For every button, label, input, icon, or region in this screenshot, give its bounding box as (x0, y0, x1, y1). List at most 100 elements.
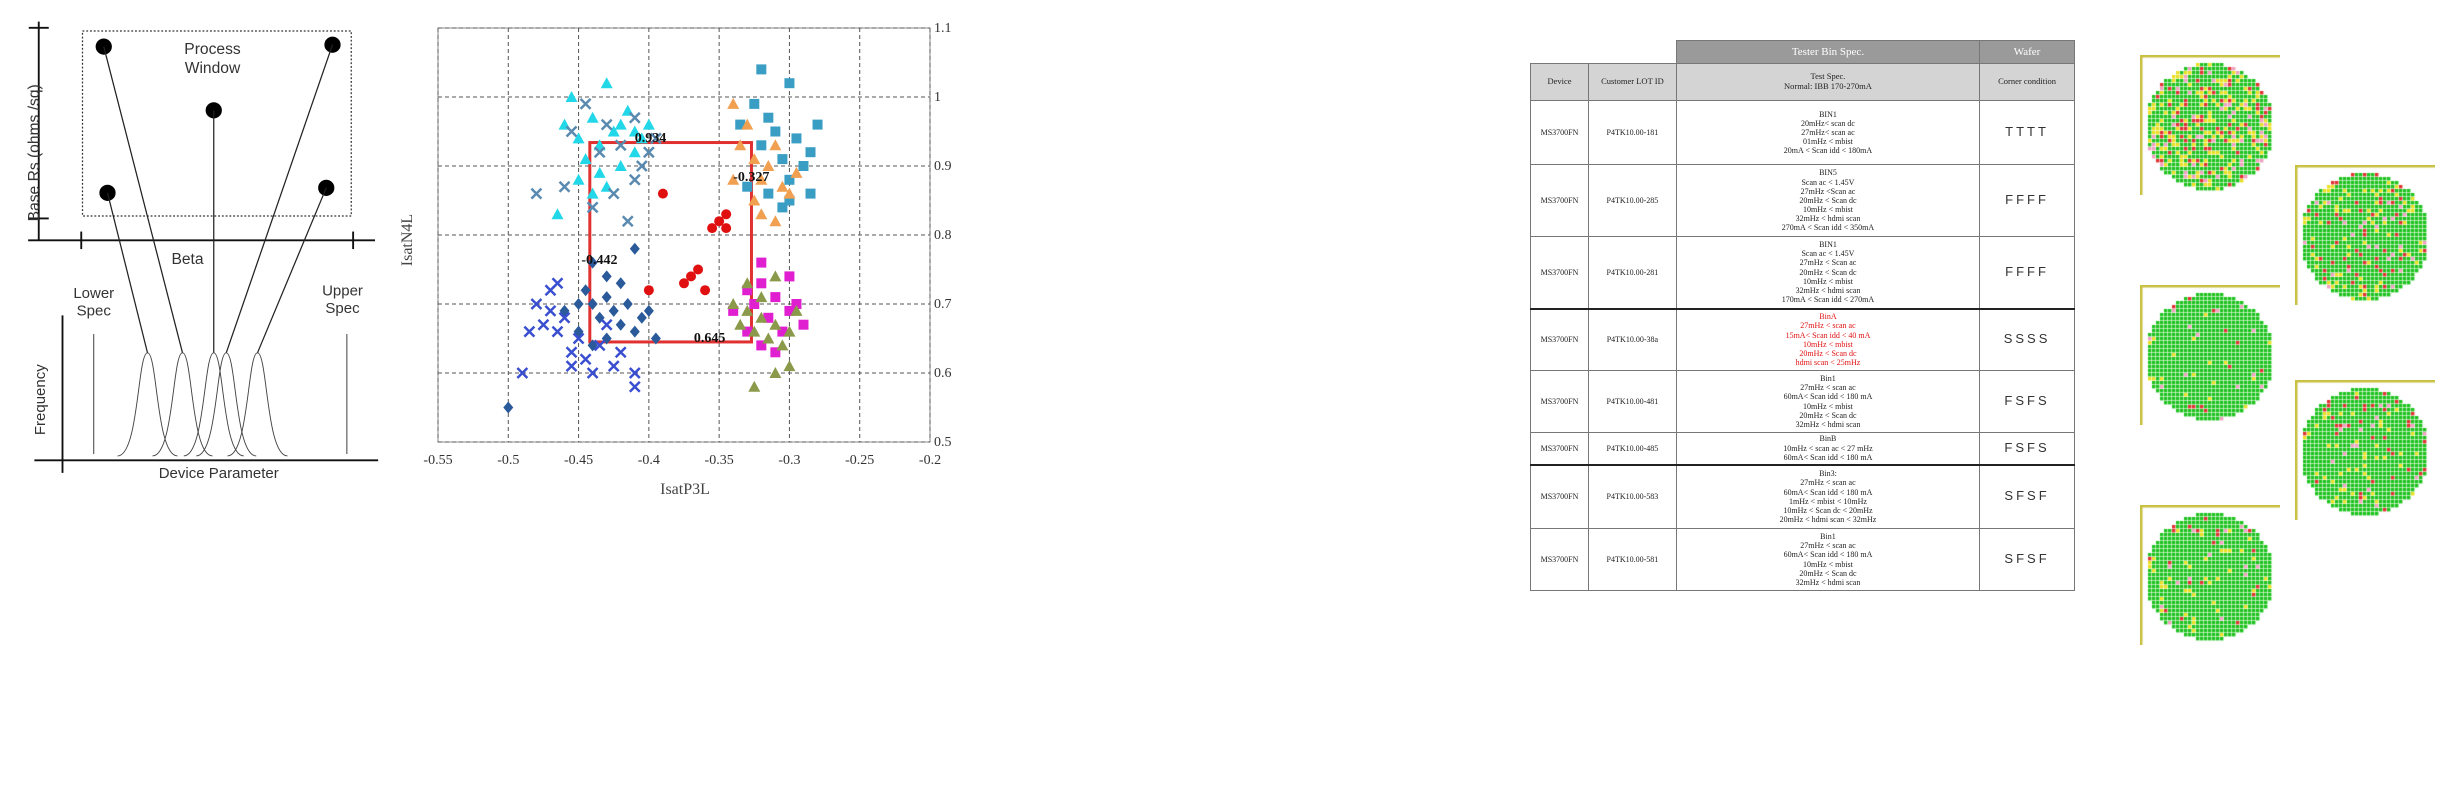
test-spec-col-header: Test Spec. Normal: IBB 170-270mA (1675, 63, 1981, 101)
wafer-map-2 (2295, 165, 2435, 305)
test-spec-cell: BIN5 Scan ac < 1.45V 27mHz <Scan ac 20mH… (1675, 164, 1981, 237)
device-cell: MS3700FN (1530, 164, 1589, 237)
device-cell: MS3700FN (1530, 528, 1589, 591)
data-point (777, 154, 788, 165)
x-tick-label: -0.3 (778, 453, 800, 468)
data-point (565, 125, 578, 138)
x-tick-label: -0.4 (638, 453, 660, 468)
data-point (762, 160, 775, 171)
data-point (607, 125, 620, 137)
wafer-map-1 (2140, 55, 2280, 195)
data-point (565, 346, 578, 359)
data-point (707, 223, 718, 234)
data-point (551, 277, 564, 290)
data-point (686, 271, 697, 282)
corner-condition-cell: SFSF (1979, 528, 2075, 591)
data-point (741, 277, 754, 289)
box-annotation: -0.442 (581, 253, 617, 268)
data-point (805, 188, 816, 199)
chart-grid (437, 27, 931, 443)
data-point (503, 401, 514, 414)
device-cell: MS3700FN (1530, 432, 1589, 465)
data-point (544, 305, 557, 317)
data-point (643, 304, 654, 317)
data-point (776, 180, 789, 192)
data-point (700, 285, 711, 296)
data-point (776, 339, 789, 351)
beta-axis-label: Beta (171, 251, 203, 268)
data-point (769, 318, 782, 330)
lot-id-cell: P4TK10.00-581 (1587, 528, 1677, 591)
frequency-axis-label: Frequency (32, 364, 49, 435)
data-point (748, 325, 761, 337)
y-tick-label: 1.1 (934, 21, 952, 36)
data-point (537, 318, 550, 331)
data-point (756, 340, 767, 351)
data-point (551, 325, 564, 338)
data-point (572, 332, 585, 345)
data-point (734, 139, 747, 151)
data-point (635, 160, 648, 172)
upper-spec-label-2: Spec (325, 300, 360, 317)
process-window-label-1: Process (184, 41, 241, 58)
data-point (607, 187, 620, 200)
data-point (769, 139, 782, 151)
corner-condition-cell: SFSF (1979, 463, 2075, 529)
test-spec-cell: BIN1 20mHz< scan dc 27mHz< scan ac 01mHz… (1675, 100, 1981, 165)
lower-spec-label-2: Spec (77, 302, 112, 319)
device-cell: MS3700FN (1530, 307, 1589, 371)
wafer-header: Wafer (1979, 40, 2075, 64)
data-point (755, 291, 768, 303)
base-rs-axis-label: Base Rs (ohms /sq) (26, 84, 43, 221)
data-point (642, 118, 655, 130)
data-point (650, 132, 662, 145)
data-point (784, 195, 795, 206)
data-point (580, 284, 591, 297)
data-point (628, 125, 641, 137)
device-col-header: Device (1530, 63, 1589, 101)
data-point (784, 271, 795, 282)
data-point (621, 215, 634, 228)
x-tick-label: -0.55 (423, 453, 452, 468)
data-point (601, 291, 612, 304)
data-point (600, 318, 613, 331)
lot-id-cell: P4TK10.00-281 (1587, 236, 1677, 309)
test-spec-cell: Bin3: 27mHz < scan ac 60mA< Scan idd < 1… (1675, 463, 1981, 529)
scatter-svg: -0.55 -0.5 -0.45 -0.4 -0.35 -0.3 -0.25 -0.2 1.1 1… (399, 21, 952, 498)
data-point (727, 97, 740, 109)
data-point (558, 180, 571, 193)
wafer-map-3 (2140, 285, 2280, 425)
lot-id-cell: P4TK10.00-583 (1587, 463, 1677, 529)
data-point (572, 132, 585, 144)
data-point (769, 215, 782, 227)
data-point (607, 360, 620, 372)
lot-id-cell: P4TK10.00-485 (1587, 432, 1677, 465)
x-tick-label: -0.25 (845, 453, 874, 468)
data-point (721, 223, 732, 234)
window-box (588, 141, 753, 344)
table-row: MS3700FN P4TK10.00-281 BIN1 Scan ac < 1.45… (1530, 236, 2075, 309)
x-tick-label: -0.35 (705, 453, 734, 468)
data-point (636, 311, 647, 324)
tester-bin-spec-header: Tester Bin Spec. (1675, 40, 1981, 64)
bin-spec-table-panel: Tester Bin Spec. Wafer Device Customer L… (1530, 40, 2075, 705)
corner-col-header: Corner condition (1979, 63, 2075, 101)
data-point (755, 173, 768, 185)
table-row: MS3700FN P4TK10.00-181 BIN1 20mHz< scan dc… (1530, 100, 2075, 165)
data-point (755, 208, 768, 220)
data-point (784, 174, 795, 185)
data-point (777, 326, 788, 337)
data-point (742, 181, 753, 192)
table-row: MS3700FN P4TK10.00-583 Bin3: 27mHz < scan … (1530, 463, 2075, 529)
y-axis-label: IsatN4L (400, 214, 416, 266)
data-point (614, 118, 627, 130)
data-point (783, 325, 796, 337)
data-point (642, 146, 655, 159)
data-point (791, 133, 802, 144)
data-point (565, 360, 578, 372)
data-point (629, 325, 640, 338)
data-point (635, 132, 648, 144)
box-annotation: 0.934 (635, 131, 667, 146)
data-point (805, 147, 816, 158)
bin-spec-table: Tester Bin Spec. Wafer Device Customer L… (1530, 40, 2075, 591)
